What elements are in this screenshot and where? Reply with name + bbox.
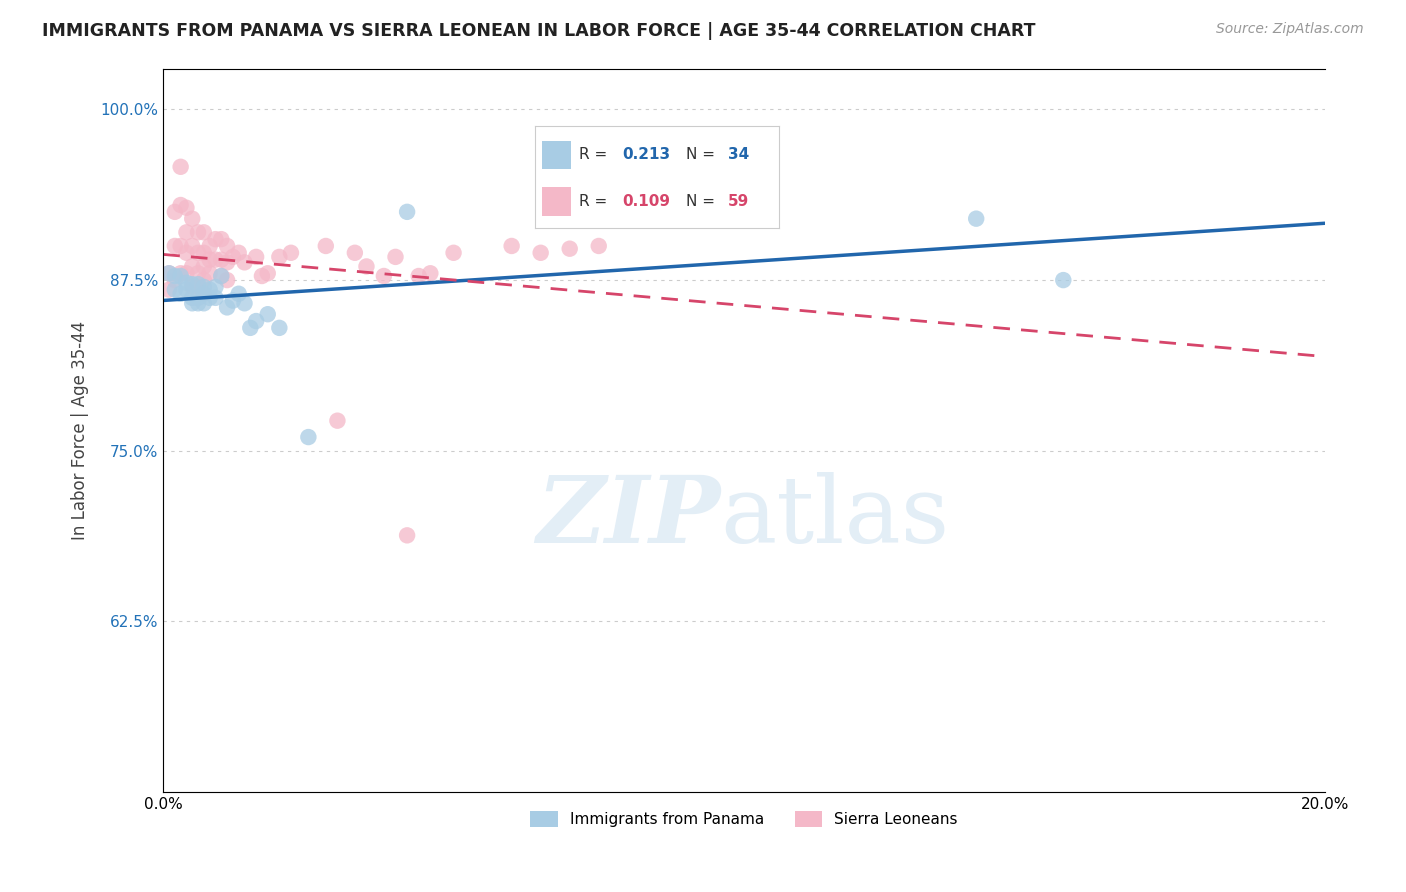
Point	[209, 232, 232, 246]
Point	[163, 239, 186, 253]
Point	[169, 239, 191, 253]
Point	[396, 204, 419, 219]
Point	[204, 232, 226, 246]
Point	[198, 266, 221, 280]
Point	[965, 211, 987, 226]
Point	[157, 283, 180, 297]
Point	[256, 307, 278, 321]
Point	[209, 268, 232, 283]
Point	[245, 314, 267, 328]
Point	[343, 245, 366, 260]
Point	[193, 296, 215, 310]
Point	[193, 280, 215, 294]
Point	[396, 528, 419, 542]
Point	[193, 286, 215, 301]
Point	[181, 291, 204, 305]
Point	[193, 286, 215, 301]
Point	[222, 250, 245, 264]
Point	[157, 266, 180, 280]
Point	[169, 268, 191, 283]
Point	[198, 252, 221, 267]
Point	[163, 283, 186, 297]
Point	[176, 225, 198, 239]
Point	[176, 266, 198, 280]
Point	[187, 291, 209, 305]
Point	[356, 260, 378, 274]
Point	[187, 266, 209, 280]
Point	[501, 239, 523, 253]
Text: Source: ZipAtlas.com: Source: ZipAtlas.com	[1216, 22, 1364, 37]
Point	[228, 245, 250, 260]
Point	[530, 245, 553, 260]
Point	[176, 201, 198, 215]
Point	[181, 277, 204, 292]
Point	[733, 211, 755, 226]
Point	[245, 250, 267, 264]
Point	[187, 277, 209, 292]
Y-axis label: In Labor Force | Age 35-44: In Labor Force | Age 35-44	[72, 321, 89, 540]
Text: IMMIGRANTS FROM PANAMA VS SIERRA LEONEAN IN LABOR FORCE | AGE 35-44 CORRELATION : IMMIGRANTS FROM PANAMA VS SIERRA LEONEAN…	[42, 22, 1036, 40]
Point	[250, 268, 273, 283]
Point	[176, 276, 198, 290]
Point	[181, 280, 204, 294]
Point	[297, 430, 319, 444]
Point	[204, 252, 226, 267]
Point	[217, 239, 239, 253]
Point	[176, 283, 198, 297]
Point	[204, 280, 226, 294]
Point	[198, 291, 221, 305]
Point	[163, 268, 186, 283]
Point	[169, 266, 191, 280]
Point	[326, 414, 349, 428]
Point	[169, 198, 191, 212]
Point	[187, 296, 209, 310]
Point	[280, 245, 302, 260]
Point	[217, 273, 239, 287]
Point	[193, 273, 215, 287]
Point	[269, 250, 291, 264]
Point	[217, 255, 239, 269]
Point	[209, 252, 232, 267]
Point	[198, 239, 221, 253]
Point	[193, 245, 215, 260]
Point	[181, 296, 204, 310]
Point	[181, 239, 204, 253]
Point	[373, 268, 395, 283]
Point	[169, 286, 191, 301]
Point	[163, 204, 186, 219]
Point	[233, 255, 256, 269]
Point	[181, 211, 204, 226]
Point	[1052, 273, 1074, 287]
Point	[187, 280, 209, 294]
Point	[558, 242, 581, 256]
Point	[193, 260, 215, 274]
Legend: Immigrants from Panama, Sierra Leoneans: Immigrants from Panama, Sierra Leoneans	[523, 804, 966, 835]
Point	[384, 250, 406, 264]
Point	[181, 260, 204, 274]
Point	[233, 296, 256, 310]
Point	[157, 266, 180, 280]
Point	[256, 266, 278, 280]
Point	[222, 293, 245, 308]
Point	[217, 301, 239, 315]
Point	[209, 268, 232, 283]
Text: atlas: atlas	[721, 472, 950, 562]
Point	[408, 268, 430, 283]
Point	[198, 283, 221, 297]
Point	[187, 245, 209, 260]
Point	[193, 225, 215, 239]
Point	[169, 160, 191, 174]
Point	[239, 321, 262, 335]
Point	[204, 291, 226, 305]
Point	[419, 266, 441, 280]
Point	[163, 273, 186, 287]
Point	[176, 245, 198, 260]
Point	[228, 286, 250, 301]
Point	[269, 321, 291, 335]
Point	[443, 245, 465, 260]
Point	[588, 239, 610, 253]
Text: ZIP: ZIP	[537, 472, 721, 562]
Point	[187, 225, 209, 239]
Point	[315, 239, 337, 253]
